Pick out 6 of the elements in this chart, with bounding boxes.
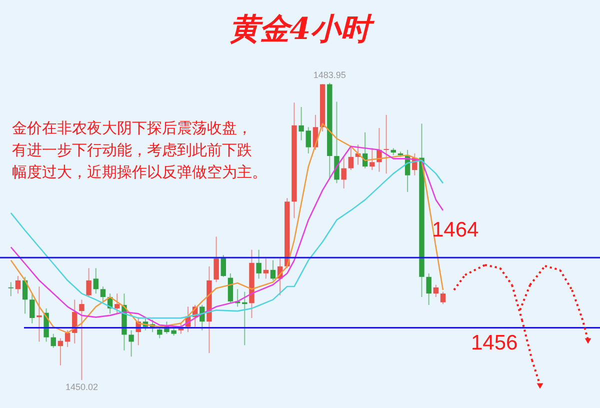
annotation: 1450.02 <box>65 382 98 392</box>
ref-line-label: 1464 <box>432 218 480 242</box>
ref-line-label: 1456 <box>471 332 518 355</box>
annotation: 1483.95 <box>313 70 346 80</box>
chart-title: 黄金4小时 <box>230 12 376 47</box>
annotation: 金价在非农夜大阴下探后震荡收盘，有进一步下行动能，考虑到此前下跌幅度过大，近期操作以反弹做空为主。 <box>12 119 267 181</box>
